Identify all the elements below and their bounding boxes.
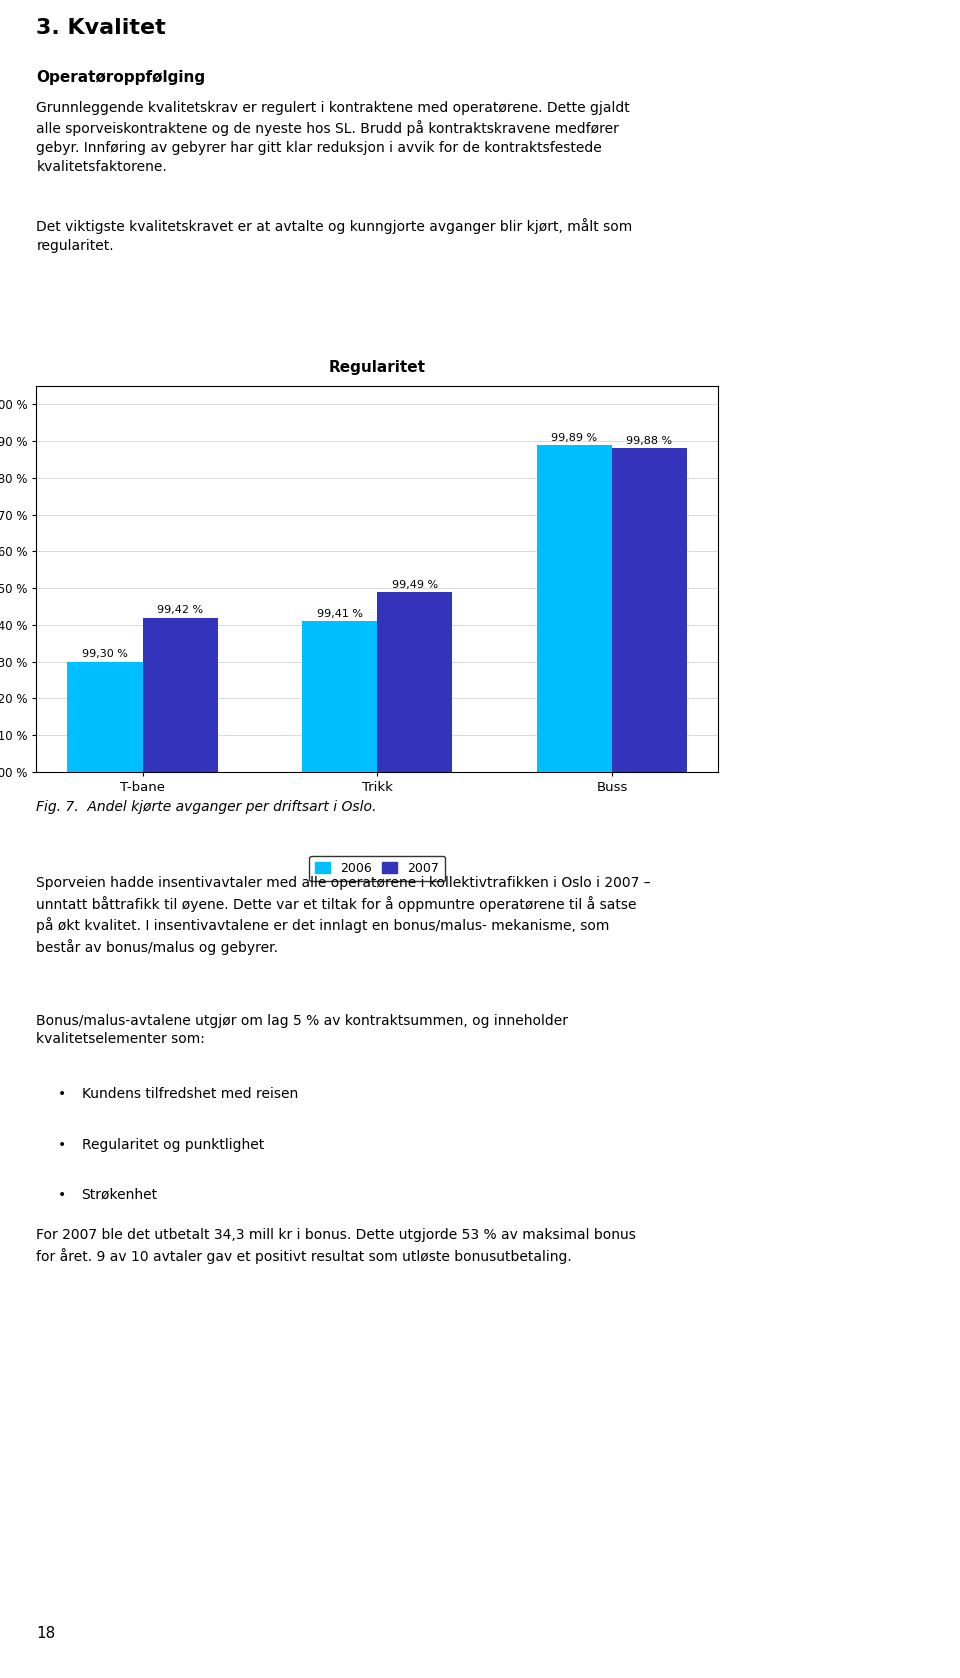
Text: Bonus/malus-avtalene utgjør om lag 5 % av kontraktsummen, og inneholder
kvalitet: Bonus/malus-avtalene utgjør om lag 5 % a… — [36, 1014, 568, 1047]
Text: 99,30 %: 99,30 % — [82, 649, 128, 659]
Text: •: • — [58, 1087, 66, 1101]
Text: Grunnleggende kvalitetskrav er regulert i kontraktene med operatørene. Dette gja: Grunnleggende kvalitetskrav er regulert … — [36, 101, 630, 175]
Text: Strøkenhet: Strøkenhet — [82, 1188, 157, 1201]
Bar — [612, 448, 687, 1678]
Text: Sporveien hadde insentivavtaler med alle operatørene i kollektivtrafikken i Oslo: Sporveien hadde insentivavtaler med alle… — [36, 876, 651, 955]
Text: Fig. 7.  Andel kjørte avganger per driftsart i Oslo.: Fig. 7. Andel kjørte avganger per drifts… — [36, 800, 377, 814]
Text: •: • — [58, 1188, 66, 1201]
Text: Det viktigste kvalitetskravet er at avtalte og kunngjorte avganger blir kjørt, m: Det viktigste kvalitetskravet er at avta… — [36, 218, 633, 253]
Legend: 2006, 2007: 2006, 2007 — [309, 856, 445, 881]
Text: 99,49 %: 99,49 % — [392, 579, 438, 589]
Bar — [537, 445, 612, 1678]
Text: Kundens tilfredshet med reisen: Kundens tilfredshet med reisen — [82, 1087, 298, 1101]
Bar — [377, 592, 452, 1678]
Text: 18: 18 — [36, 1626, 56, 1641]
Text: 99,89 %: 99,89 % — [551, 433, 597, 443]
Text: 99,41 %: 99,41 % — [317, 609, 363, 619]
Text: For 2007 ble det utbetalt 34,3 mill kr i bonus. Dette utgjorde 53 % av maksimal : For 2007 ble det utbetalt 34,3 mill kr i… — [36, 1228, 636, 1264]
Text: 3. Kvalitet: 3. Kvalitet — [36, 18, 166, 39]
Title: Regularitet: Regularitet — [328, 361, 426, 376]
Bar — [143, 618, 218, 1678]
Text: 99,88 %: 99,88 % — [627, 436, 673, 446]
Text: •: • — [58, 1138, 66, 1151]
Bar — [67, 661, 143, 1678]
Text: 99,42 %: 99,42 % — [157, 606, 204, 616]
Text: Operatøroppfølging: Operatøroppfølging — [36, 70, 205, 86]
Text: Regularitet og punktlighet: Regularitet og punktlighet — [82, 1138, 264, 1151]
Bar — [302, 621, 377, 1678]
